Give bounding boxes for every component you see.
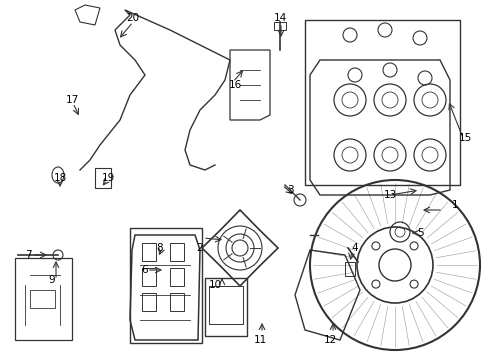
- Bar: [95, 168, 111, 188]
- Text: 18: 18: [53, 173, 67, 183]
- Text: 13: 13: [383, 190, 396, 200]
- Bar: [142, 268, 156, 286]
- Text: 4: 4: [352, 243, 358, 253]
- Bar: [142, 293, 156, 311]
- Bar: [209, 286, 243, 324]
- Text: 17: 17: [65, 95, 78, 105]
- Text: 5: 5: [416, 228, 423, 238]
- Bar: [30, 290, 55, 308]
- Text: 15: 15: [458, 133, 471, 143]
- Text: 12: 12: [323, 335, 337, 345]
- Bar: [142, 243, 156, 261]
- Text: 14: 14: [273, 13, 287, 23]
- Text: 20: 20: [126, 13, 140, 23]
- Bar: [170, 293, 184, 311]
- Bar: [345, 262, 355, 276]
- Bar: [205, 278, 247, 336]
- Text: 19: 19: [101, 173, 115, 183]
- Text: 1: 1: [452, 200, 458, 210]
- Text: 7: 7: [24, 250, 31, 260]
- Text: 3: 3: [287, 185, 294, 195]
- Text: 11: 11: [253, 335, 267, 345]
- Bar: [130, 228, 202, 343]
- Bar: [274, 22, 286, 30]
- Text: 16: 16: [228, 80, 242, 90]
- Text: 2: 2: [196, 243, 203, 253]
- Text: 6: 6: [142, 265, 148, 275]
- Bar: [170, 243, 184, 261]
- Text: 10: 10: [208, 280, 221, 290]
- Bar: [305, 20, 460, 185]
- Text: 9: 9: [49, 275, 55, 285]
- Text: 8: 8: [157, 243, 163, 253]
- Bar: [170, 268, 184, 286]
